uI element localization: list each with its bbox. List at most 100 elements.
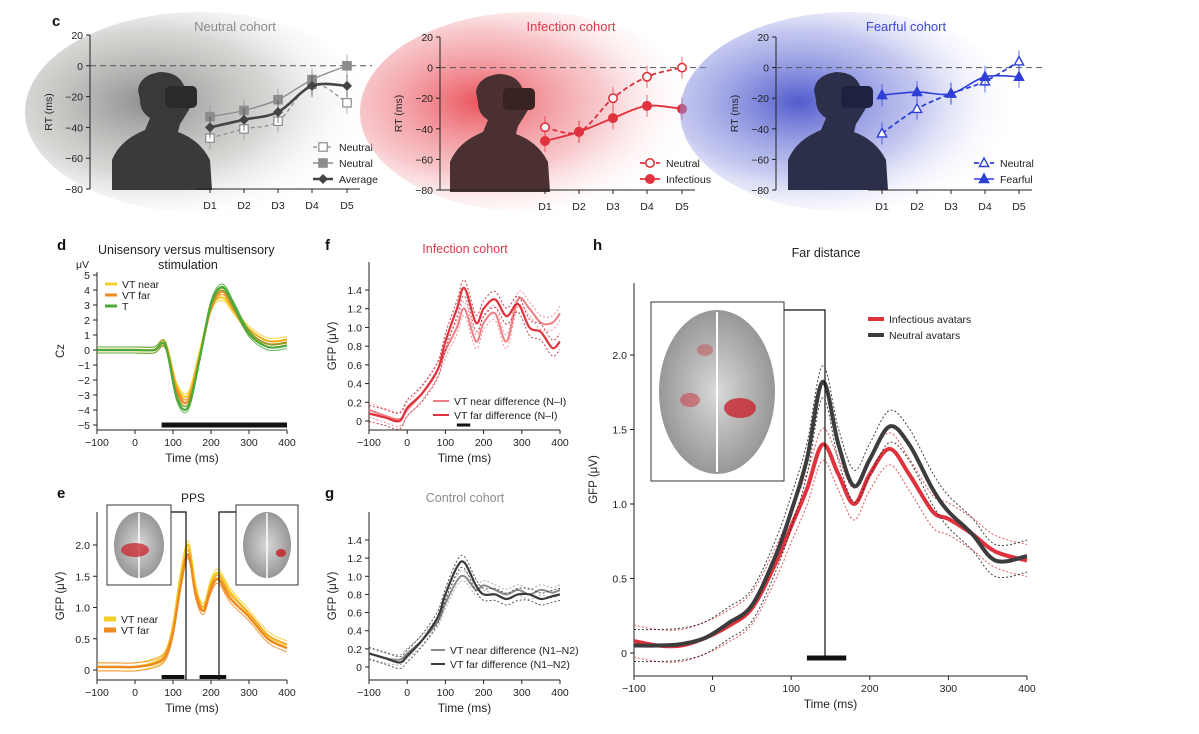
legend-label: Neutral xyxy=(666,158,700,170)
y-tick-label: 0.4 xyxy=(347,379,362,391)
data-point xyxy=(539,136,550,147)
y-tick-label: 0.8 xyxy=(347,341,362,353)
panel-label-c: c xyxy=(52,13,60,30)
y-tick-label: 0.5 xyxy=(75,634,90,646)
x-tick-label: 0 xyxy=(132,687,138,699)
data-point xyxy=(945,87,957,98)
x-tick-label: 100 xyxy=(164,437,182,449)
y-tick-label: 20 xyxy=(71,30,83,42)
x-tick-label: 300 xyxy=(513,437,531,449)
d-unit-label: μV xyxy=(76,259,89,271)
x-tick-label: 0 xyxy=(404,437,410,449)
y-tick-label: 1.0 xyxy=(75,603,90,615)
d-title-line1: Unisensory versus multisensory xyxy=(98,243,275,257)
y-tick-label: −5 xyxy=(78,420,90,432)
y-tick-label: −40 xyxy=(415,124,433,136)
series-line xyxy=(368,560,561,664)
y-tick-label: 1.2 xyxy=(347,304,362,316)
legend-label: Infectious avatars xyxy=(889,314,971,326)
x-tick-label: 300 xyxy=(240,687,258,699)
y-tick-label: −80 xyxy=(415,185,433,197)
y-tick-label: 0.2 xyxy=(347,397,362,409)
e-title: PPS xyxy=(181,491,205,505)
y-tick-label: 2 xyxy=(84,315,90,327)
y-tick-label: 0 xyxy=(427,63,433,75)
x-tick-label: 200 xyxy=(861,683,879,695)
y-tick-label: 0.6 xyxy=(347,360,362,372)
legend-label: Fearful xyxy=(1000,174,1033,186)
data-point xyxy=(876,126,888,138)
y-tick-label: −60 xyxy=(751,154,769,166)
h-brain-inset xyxy=(650,301,826,660)
legend-label: VT near xyxy=(121,614,159,626)
y-tick-label: 1.4 xyxy=(347,285,362,297)
x-tick-label: D1 xyxy=(875,201,889,213)
f-title: Infection cohort xyxy=(422,242,508,256)
x-tick-label: 400 xyxy=(278,687,296,699)
significance-bar xyxy=(161,422,287,428)
data-point xyxy=(911,85,923,97)
y-tick-label: −20 xyxy=(65,92,83,104)
x-tick-label: D2 xyxy=(910,201,924,213)
y-tick-label: 0.2 xyxy=(347,644,362,656)
y-tick-label: −20 xyxy=(751,93,769,105)
avatar-headset-person-icon xyxy=(112,72,212,190)
confidence-band xyxy=(368,279,561,414)
data-point xyxy=(876,88,888,100)
y-tick-label: −40 xyxy=(65,122,83,134)
y-axis-label: RT (ms) xyxy=(43,93,55,131)
y-tick-label: 0.4 xyxy=(347,626,362,638)
legend-label: Neutral xyxy=(339,142,373,154)
x-tick-label: D5 xyxy=(1012,201,1026,213)
x-axis-label: Time (ms) xyxy=(438,451,492,465)
x-tick-label: −100 xyxy=(85,437,109,449)
y-tick-label: 0.6 xyxy=(347,608,362,620)
h-title: Far distance xyxy=(792,246,861,260)
x-tick-label: D3 xyxy=(944,201,958,213)
y-tick-label: 1.5 xyxy=(75,571,90,583)
panel-c1: Neutral cohort 20 0 −20 −40 −60 −80 RT (ms) D1 D… xyxy=(25,12,378,212)
legend-marker xyxy=(318,158,328,168)
confidence-band xyxy=(368,570,561,656)
confidence-band xyxy=(368,580,561,666)
x-tick-label: −100 xyxy=(357,687,381,699)
x-tick-label: D3 xyxy=(606,201,620,213)
y-axis-label: GFP (μV) xyxy=(327,572,339,621)
g-title: Control cohort xyxy=(426,491,505,505)
data-point xyxy=(1013,55,1025,66)
x-tick-label: 200 xyxy=(202,687,220,699)
y-tick-label: 0 xyxy=(356,662,362,674)
legend-label: VT near difference (N1–N2) xyxy=(450,645,579,657)
data-point xyxy=(342,60,352,71)
confidence-band xyxy=(368,566,561,670)
legend-label: Infectious xyxy=(666,174,711,186)
y-tick-label: 1.2 xyxy=(347,553,362,565)
series-line xyxy=(97,553,288,669)
y-tick-label: 3 xyxy=(84,300,90,312)
panel-label-e: e xyxy=(57,485,65,502)
y-tick-label: 1.0 xyxy=(347,322,362,334)
x-tick-label: D2 xyxy=(237,200,251,212)
significance-bar xyxy=(806,655,847,661)
data-point xyxy=(307,80,317,91)
x-tick-label: D4 xyxy=(305,200,319,212)
legend-label: Neutral avatars xyxy=(889,330,960,342)
y-tick-label: 1.0 xyxy=(347,571,362,583)
x-tick-label: 400 xyxy=(1018,683,1036,695)
x-tick-label: 100 xyxy=(782,683,800,695)
x-tick-label: 400 xyxy=(551,687,569,699)
panel-e: PPS −100 0 100 200 300 400 Time (ms) 0 0.5 1.0 1.5… xyxy=(55,491,299,715)
data-point xyxy=(239,114,249,125)
series-line xyxy=(368,286,561,423)
x-tick-label: 300 xyxy=(513,687,531,699)
x-axis-label: Time (ms) xyxy=(165,701,219,715)
x-tick-label: 100 xyxy=(437,437,455,449)
d-title-line2: stimulation xyxy=(158,258,218,272)
confidence-band xyxy=(368,290,561,413)
significance-bar xyxy=(161,675,185,679)
avatar-headset-person-icon xyxy=(450,74,550,192)
x-tick-label: 100 xyxy=(164,687,182,699)
y-tick-label: 0 xyxy=(84,665,90,677)
e-brain-inset-1 xyxy=(106,504,187,680)
x-tick-label: D5 xyxy=(675,201,689,213)
